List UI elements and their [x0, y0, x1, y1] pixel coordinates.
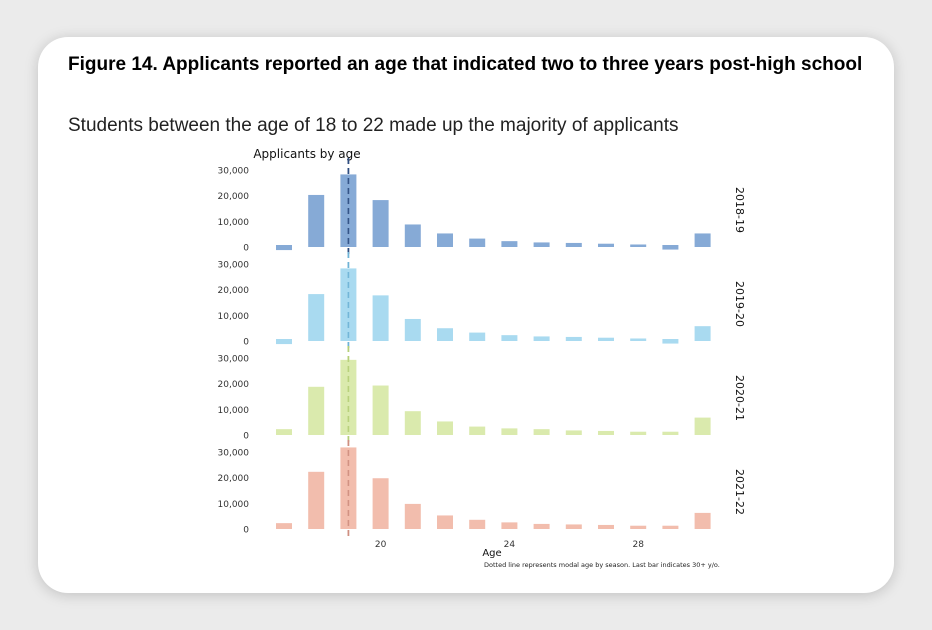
series-label: 2018-19 [733, 187, 746, 233]
bar [404, 503, 421, 529]
bar [662, 431, 679, 435]
bar [662, 525, 679, 529]
bar [598, 524, 614, 529]
bar [501, 428, 518, 435]
bar [694, 417, 711, 435]
bar [404, 224, 421, 247]
bar [276, 429, 292, 435]
bar [437, 515, 453, 529]
y-tick-label: 0 [243, 432, 249, 442]
x-tick-label: 28 [632, 540, 644, 550]
bar [630, 338, 647, 341]
bar [662, 245, 679, 250]
bar [404, 411, 421, 435]
y-tick-label: 10,000 [218, 500, 250, 510]
bar [598, 243, 614, 247]
y-tick-label: 10,000 [218, 218, 250, 228]
y-tick-label: 0 [243, 526, 249, 536]
y-tick-label: 20,000 [218, 380, 250, 390]
y-tick-label: 30,000 [218, 261, 250, 271]
bar [437, 328, 453, 341]
y-tick-label: 20,000 [218, 286, 250, 296]
bar [533, 242, 550, 247]
bar [501, 335, 518, 341]
bar [630, 244, 647, 247]
bar [437, 421, 453, 435]
bar [533, 336, 550, 341]
bar [372, 385, 389, 435]
bar [276, 339, 292, 345]
bar [404, 318, 421, 341]
bar [501, 241, 518, 247]
bar [437, 233, 453, 247]
bar [694, 512, 711, 529]
bar [340, 447, 357, 529]
figure-card: Figure 14. Applicants reported an age th… [38, 37, 894, 593]
bar [565, 524, 582, 529]
y-tick-label: 20,000 [218, 192, 250, 202]
bar [469, 519, 486, 529]
chart-title: Applicants by age [253, 147, 360, 161]
bar [308, 194, 325, 247]
series-label: 2020-21 [733, 375, 746, 421]
bar [533, 429, 550, 435]
bar [308, 294, 325, 341]
y-tick-label: 30,000 [218, 355, 250, 365]
bar [469, 426, 486, 435]
bar [630, 431, 647, 435]
bar [276, 245, 292, 251]
y-tick-label: 10,000 [218, 406, 250, 416]
x-tick-label: 24 [504, 540, 516, 550]
figure-subtitle: Students between the age of 18 to 22 mad… [68, 115, 679, 136]
bar [565, 430, 582, 435]
bar [469, 332, 486, 341]
x-tick-label: 20 [375, 540, 387, 550]
figure-title: Figure 14. Applicants reported an age th… [68, 54, 863, 75]
series-label: 2021-22 [733, 469, 746, 515]
y-tick-label: 0 [243, 244, 249, 254]
chart-note: Dotted line represents modal age by seas… [484, 561, 720, 569]
y-tick-label: 20,000 [218, 474, 250, 484]
bar [662, 339, 679, 344]
bar [533, 523, 550, 529]
bar [694, 326, 711, 341]
bar [308, 471, 325, 529]
bar [598, 430, 614, 435]
bar [469, 238, 486, 247]
bar [630, 525, 647, 529]
bar [565, 242, 582, 247]
bar [372, 478, 389, 529]
y-tick-label: 0 [243, 338, 249, 348]
series-label: 2019-20 [733, 281, 746, 327]
bar [694, 233, 711, 247]
bar [501, 522, 518, 529]
bar [372, 295, 389, 341]
y-tick-label: 30,000 [218, 167, 250, 177]
y-tick-label: 30,000 [218, 449, 250, 459]
bar [598, 337, 614, 341]
bar [565, 336, 582, 341]
x-axis-label: Age [482, 548, 501, 559]
bar [308, 386, 325, 435]
bar [276, 523, 292, 529]
y-tick-label: 10,000 [218, 312, 250, 322]
bar [372, 200, 389, 247]
